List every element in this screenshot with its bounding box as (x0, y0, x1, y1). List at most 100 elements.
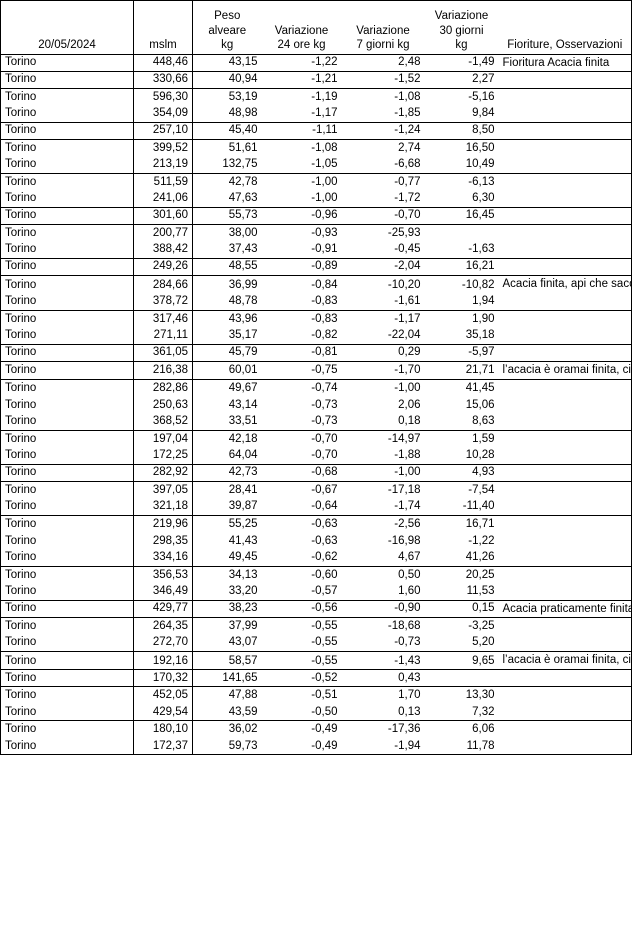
table-row[interactable]: Torino 452,05 47,88 -0,51 1,70 13,30 (0, 686, 632, 704)
table-row[interactable]: Torino 368,52 33,51 -0,73 0,18 8,63 (0, 413, 632, 431)
table-row[interactable]: Torino 284,66 36,99 -0,84 -10,20 -10,82 Acacia… (0, 275, 632, 294)
cell-mslm: 301,60 (133, 207, 193, 225)
cell-mslm: 170,32 (133, 669, 193, 687)
table-row[interactable]: Torino 354,09 48,98 -1,17 -1,85 9,84 (0, 105, 632, 123)
cell-variazione-7-giorni: -0,73 (394, 636, 421, 649)
table-row[interactable]: Torino 346,49 33,20 -0,57 1,60 11,53 (0, 583, 632, 601)
table-row[interactable]: Torino 330,66 40,94 -1,21 -1,52 2,27 (0, 71, 632, 89)
cell-variazione-24-ore: -0,60 (261, 565, 342, 584)
table-row[interactable]: Torino 399,52 51,61 -1,08 2,74 16,50 (0, 139, 632, 157)
table-row[interactable]: Torino 170,32 141,65 -0,52 0,43 (0, 669, 632, 687)
table-row[interactable]: Torino 250,63 43,14 -0,73 2,06 15,06 (0, 396, 632, 414)
cell-variazione-24-ore: -0,62 (311, 551, 338, 564)
table-row[interactable]: Torino 388,42 37,43 -0,91 -0,45 -1,63 (0, 241, 632, 259)
cell-mslm: 213,19 (133, 156, 193, 174)
column-header-variazione-24-ore: Variazione 24 ore kg (274, 24, 329, 52)
cell-variazione-24-ore: -0,73 (311, 398, 338, 411)
table-row[interactable]: Torino 301,60 55,73 -0,96 -0,70 16,45 (0, 207, 632, 225)
table-row[interactable]: Torino 257,10 45,40 -1,11 -1,24 8,50 (0, 122, 632, 140)
cell-peso-alveare: 43,07 (228, 636, 258, 649)
cell-variazione-7-giorni: -1,70 (341, 360, 425, 380)
table-row[interactable]: Torino 200,77 38,00 -0,93 -25,93 (0, 224, 632, 242)
table-row[interactable]: Torino 282,86 49,67 -0,74 -1,00 41,45 (0, 378, 632, 397)
cell-osservazioni (498, 258, 632, 276)
cell-location: Torino (0, 327, 134, 345)
cell-osservazioni (498, 720, 632, 738)
cell-peso-alveare: 55,73 (192, 207, 262, 225)
cell-peso-alveare: 37,99 (192, 616, 262, 635)
table-row[interactable]: Torino 448,46 43,15 -1,22 2,48 -1,49 Fioritura… (0, 54, 632, 72)
table-row[interactable]: Torino 216,38 60,01 -0,75 -1,70 21,71 l’acacia… (0, 360, 632, 380)
table-row[interactable]: Torino 361,05 45,79 -0,81 0,29 -5,97 (0, 343, 632, 362)
cell-location: Torino (0, 343, 134, 362)
cell-variazione-30-giorni: -1,49 (424, 54, 499, 72)
cell-location: Torino (0, 447, 134, 465)
cell-variazione-30-giorni: 16,21 (424, 258, 499, 276)
cell-peso-alveare: 35,17 (228, 329, 258, 342)
cell-variazione-7-giorni: 0,50 (341, 565, 425, 584)
table-row[interactable]: Torino 282,92 42,73 -0,68 -1,00 4,93 (0, 463, 632, 482)
table-row[interactable]: Torino 172,37 59,73 -0,49 -1,94 11,78 (0, 737, 632, 755)
cell-location: Torino (0, 720, 134, 738)
cell-variazione-24-ore: -0,55 (261, 650, 342, 670)
table-row[interactable]: Torino 197,04 42,18 -0,70 -14,97 1,59 (0, 429, 632, 448)
table-row[interactable]: Torino 249,26 48,55 -0,89 -2,04 16,21 (0, 258, 632, 276)
cell-osservazioni (499, 634, 632, 651)
cell-peso-alveare: 132,75 (222, 158, 258, 171)
cell-osservazioni (499, 242, 632, 259)
table-row[interactable]: Torino 213,19 132,75 -1,05 -6,68 10,49 (0, 156, 632, 174)
table-row[interactable]: Torino 397,05 28,41 -0,67 -17,18 -7,54 (0, 480, 632, 499)
cell-osservazioni (499, 327, 632, 344)
table-row[interactable]: Torino 334,16 49,45 -0,62 4,67 41,26 (0, 549, 632, 567)
cell-location: Torino (0, 224, 134, 242)
cell-peso-alveare: 55,25 (192, 514, 262, 533)
cell-peso-alveare: 53,19 (192, 88, 262, 106)
cell-peso-alveare: 28,41 (192, 480, 262, 499)
cell-peso-alveare: 49,67 (192, 378, 262, 397)
table-row[interactable]: Torino 511,59 42,78 -1,00 -0,77 -6,13 (0, 173, 632, 191)
column-header-peso-alveare: Peso alveare kg (208, 10, 247, 52)
table-row[interactable]: Torino 219,96 55,25 -0,63 -2,56 16,71 (0, 514, 632, 533)
cell-variazione-30-giorni: 10,49 (465, 158, 495, 171)
cell-mslm: 197,04 (133, 429, 193, 448)
table-row[interactable]: Torino 272,70 43,07 -0,55 -0,73 5,20 (0, 634, 632, 652)
cell-location: Torino (0, 378, 134, 397)
cell-variazione-30-giorni: 1,59 (424, 429, 499, 448)
cell-mslm: 356,53 (133, 565, 193, 584)
cell-variazione-7-giorni: -1,94 (394, 739, 421, 752)
cell-mslm: 429,54 (133, 703, 193, 721)
table-row[interactable]: Torino 596,30 53,19 -1,19 -1,08 -5,16 (0, 88, 632, 106)
cell-variazione-30-giorni: -6,13 (424, 173, 499, 191)
cell-peso-alveare: 49,45 (228, 551, 258, 564)
table-row[interactable]: Torino 317,46 43,96 -0,83 -1,17 1,90 (0, 309, 632, 328)
cell-osservazioni (498, 88, 632, 106)
cell-location: Torino (0, 309, 134, 328)
table-row[interactable]: Torino 192,16 58,57 -0,55 -1,43 9,65 l’acacia … (0, 650, 632, 670)
table-row[interactable]: Torino 241,06 47,63 -1,00 -1,72 6,30 (0, 190, 632, 208)
cell-osservazioni (498, 616, 632, 635)
table-row[interactable]: Torino 429,77 38,23 -0,56 -0,90 0,15 Acacia pr… (0, 599, 632, 618)
table-row[interactable]: Torino 172,25 64,04 -0,70 -1,88 10,28 (0, 447, 632, 465)
cell-variazione-30-giorni: 41,26 (465, 551, 495, 564)
cell-variazione-30-giorni: -7,54 (424, 480, 499, 499)
cell-variazione-7-giorni: 1,60 (398, 585, 421, 598)
table-row[interactable]: Torino 180,10 36,02 -0,49 -17,36 6,06 (0, 720, 632, 738)
table-row[interactable]: Torino 321,18 39,87 -0,64 -1,74 -11,40 (0, 498, 632, 516)
table-row[interactable]: Torino 429,54 43,59 -0,50 0,13 7,32 (0, 703, 632, 721)
table-row[interactable]: Torino 264,35 37,99 -0,55 -18,68 -3,25 (0, 616, 632, 635)
column-header-fioriture-osservazioni: Fioriture, Osservazioni (507, 39, 623, 52)
table-row[interactable]: Torino 271,11 35,17 -0,82 -22,04 35,18 (0, 327, 632, 345)
table-row[interactable]: Torino 356,53 34,13 -0,60 0,50 20,25 (0, 565, 632, 584)
cell-osservazioni (499, 532, 632, 549)
cell-location: Torino (0, 54, 134, 72)
cell-variazione-7-giorni: -1,52 (341, 71, 425, 89)
cell-variazione-7-giorni: -0,90 (341, 599, 425, 618)
cell-mslm: 354,09 (133, 105, 193, 123)
table-row[interactable]: Torino 378,72 48,78 -0,83 -1,61 1,94 (0, 293, 632, 311)
cell-variazione-24-ore: -0,70 (311, 449, 338, 462)
cell-variazione-7-giorni: 0,29 (341, 343, 425, 362)
table-row[interactable]: Torino 298,35 41,43 -0,63 -16,98 -1,22 (0, 532, 632, 550)
cell-variazione-24-ore: -0,81 (261, 343, 342, 362)
cell-variazione-30-giorni: 7,32 (472, 705, 495, 718)
beehive-weight-table: 20/05/2024 mslm Peso alveare kg Variazio… (0, 0, 632, 756)
